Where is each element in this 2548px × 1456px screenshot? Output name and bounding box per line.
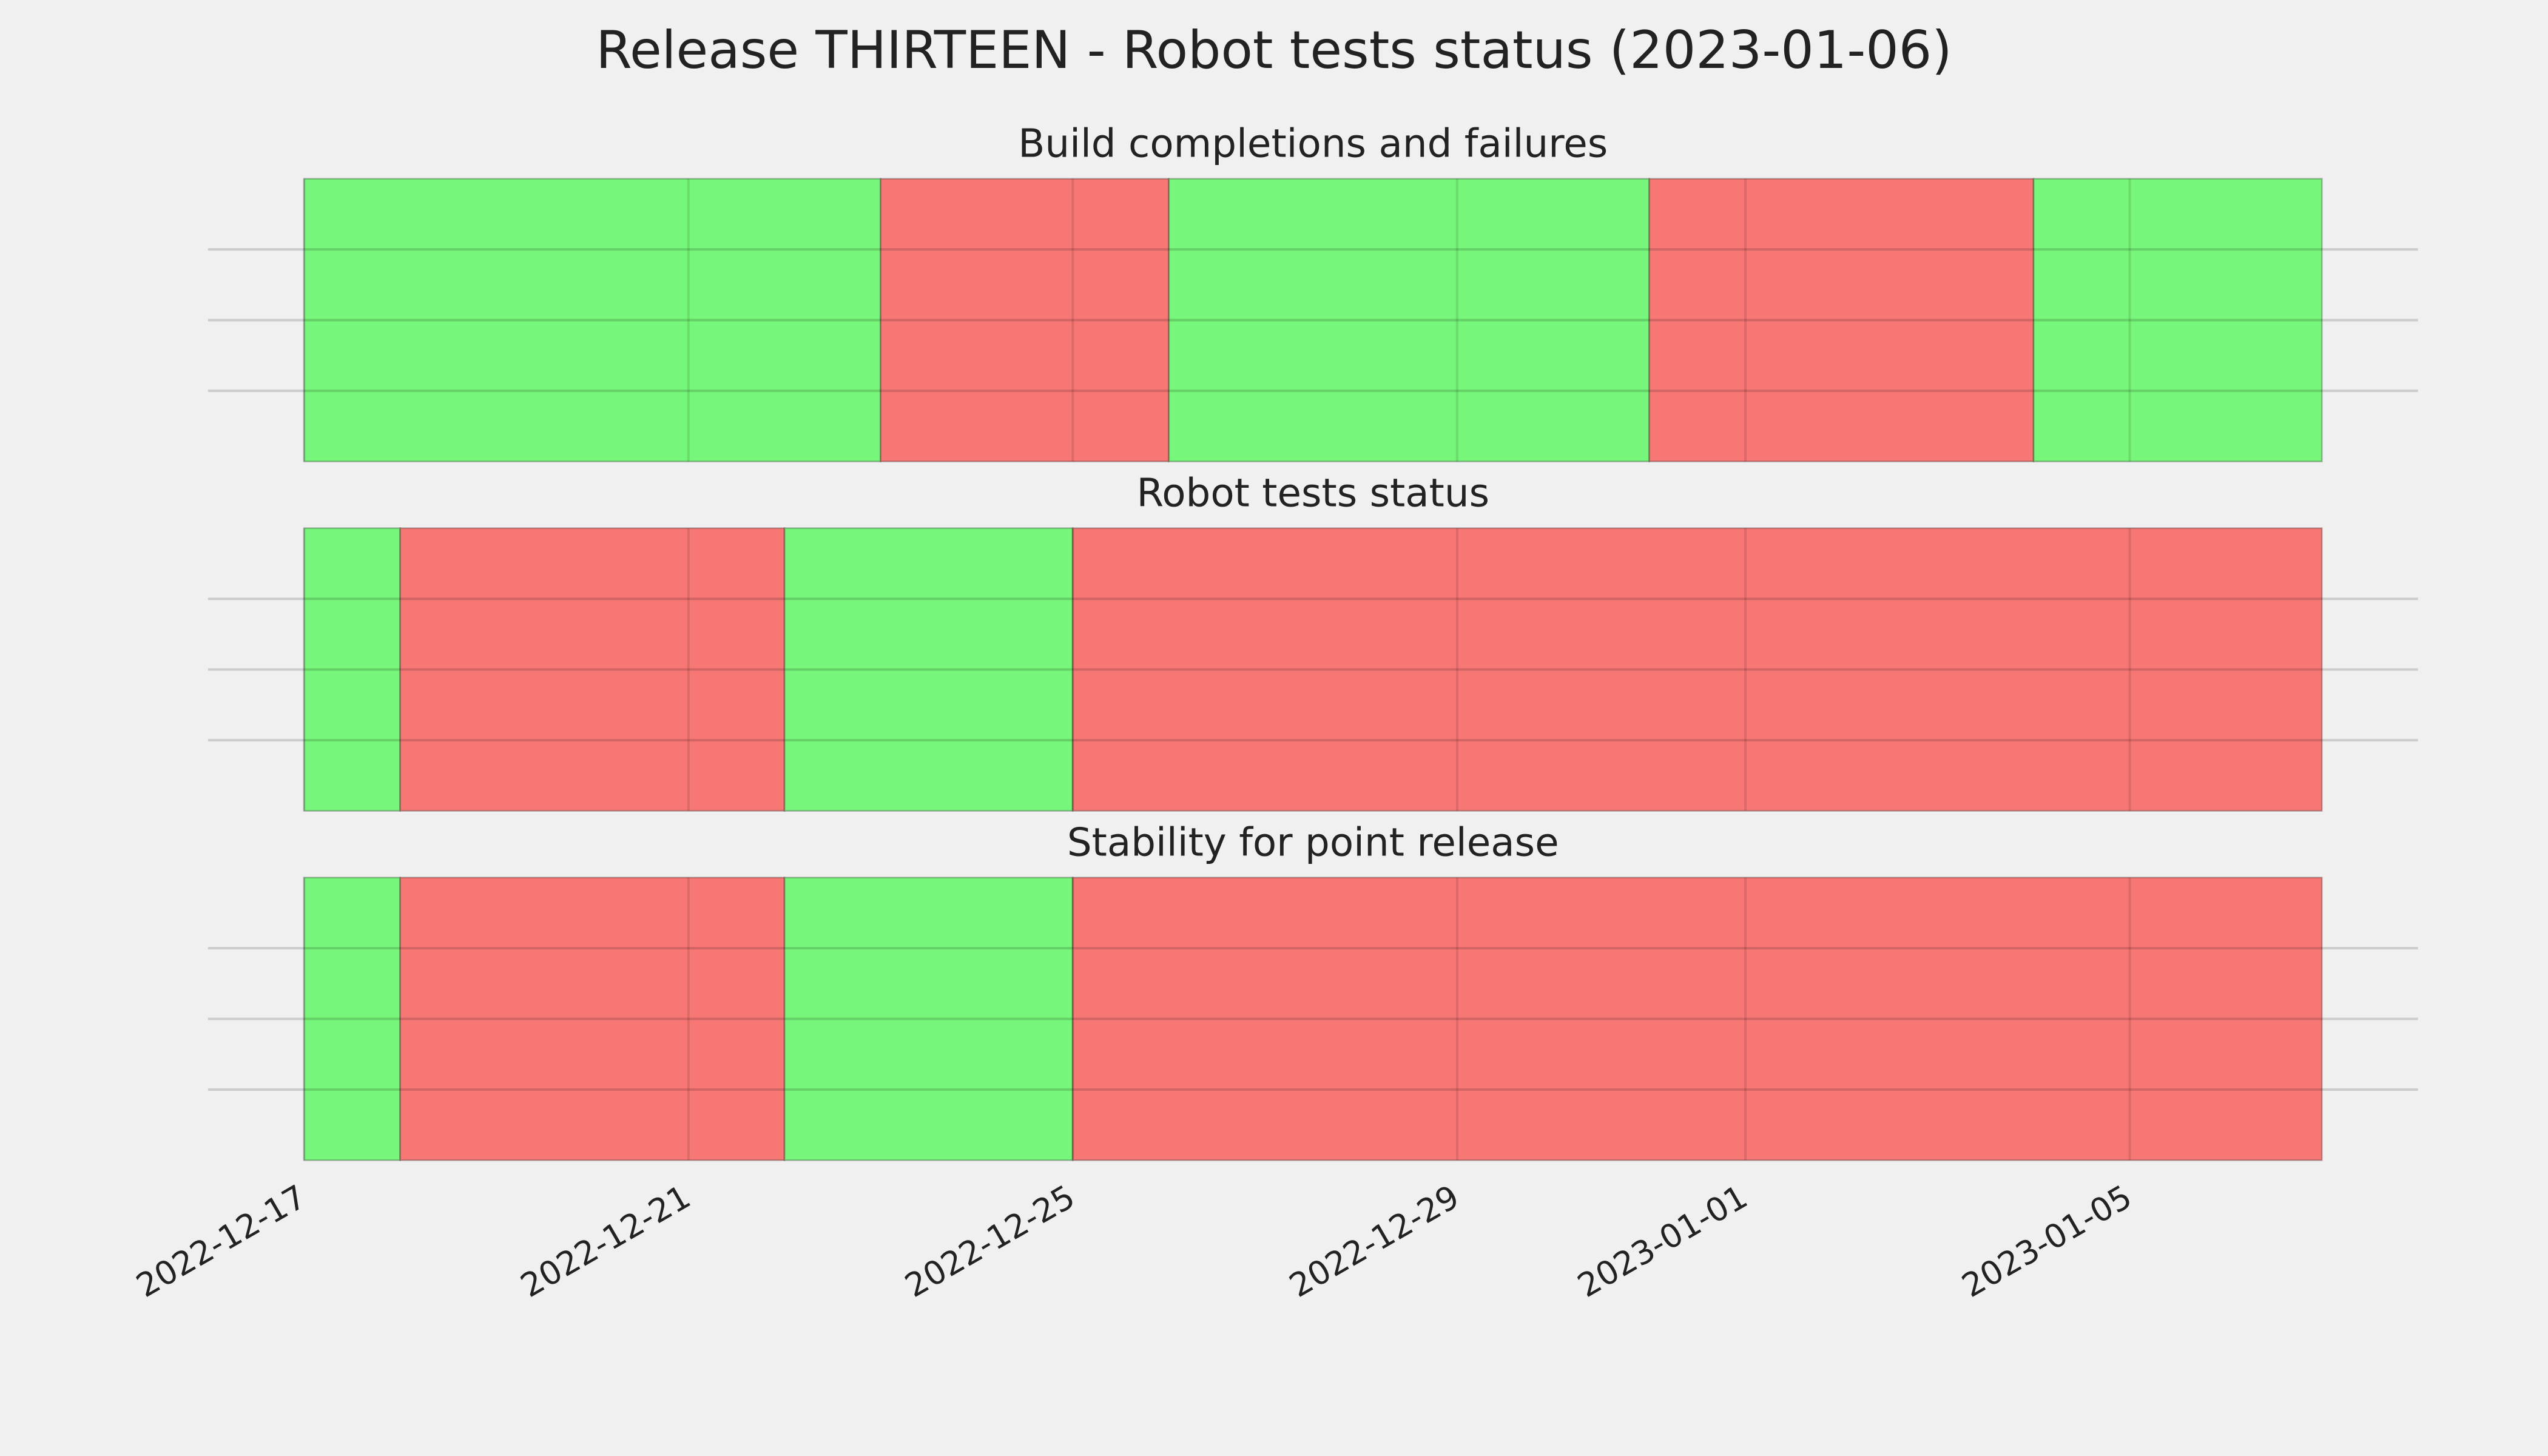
- status-segment: [1071, 877, 2323, 1161]
- status-segment: [399, 527, 786, 812]
- panel-title: Robot tests status: [1136, 471, 1489, 516]
- status-segment: [1648, 178, 2035, 463]
- status-segment: [783, 527, 1074, 812]
- status-segment: [2032, 178, 2323, 463]
- status-segment: [303, 527, 401, 812]
- panel-title: Stability for point release: [1067, 820, 1559, 865]
- status-segment: [783, 877, 1074, 1161]
- status-segment: [303, 178, 881, 463]
- status-segment: [303, 877, 401, 1161]
- chart-title: Release THIRTEEN - Robot tests status (2…: [596, 20, 1952, 81]
- status-segment: [1071, 527, 2323, 812]
- status-segment: [1168, 178, 1650, 463]
- status-segment: [399, 877, 786, 1161]
- panel-title: Build completions and failures: [1018, 121, 1608, 167]
- status-segment: [880, 178, 1170, 463]
